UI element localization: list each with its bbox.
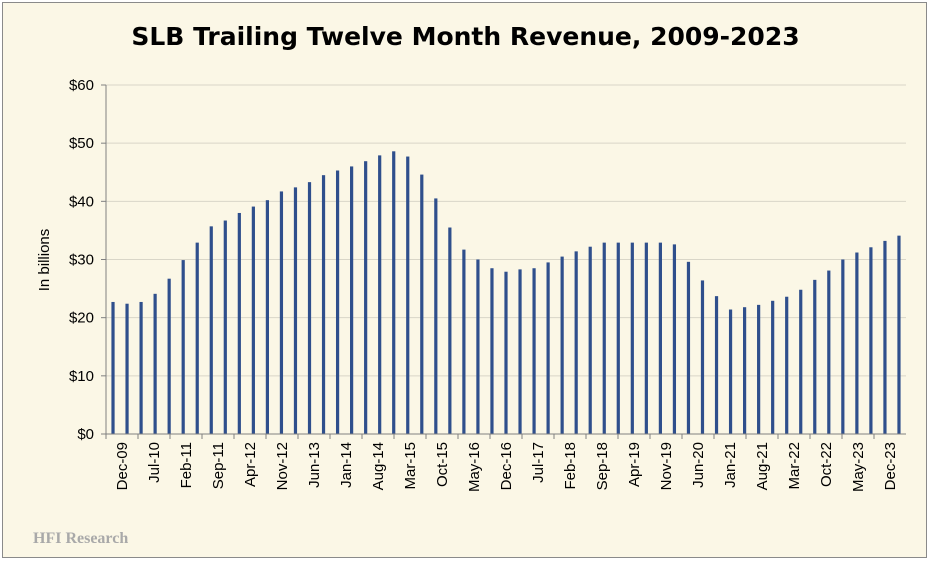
x-tick-label: May-16 [466,442,483,492]
bar [630,242,634,434]
bar [518,269,522,434]
bar [883,240,887,434]
bar [658,242,662,434]
x-tick-label: Sep-18 [594,442,611,490]
x-tick-label: Oct-22 [818,442,835,487]
bar [167,278,171,434]
bar [223,220,227,434]
x-tick-label: Nov-19 [658,442,675,490]
x-tick-label: Nov-12 [274,442,291,490]
bar [827,270,831,434]
bar [714,296,719,434]
bar [799,289,803,434]
bar [869,247,873,434]
bar [462,249,466,434]
bar [125,303,129,434]
bar [743,307,747,434]
bar [855,252,859,434]
bar [265,200,269,434]
bar [392,151,396,434]
x-tick-label: Dec-16 [498,442,515,490]
bar [490,268,494,434]
bar [195,242,199,434]
y-tick-label: $60 [69,77,94,94]
bar [672,244,677,434]
chart-title: SLB Trailing Twelve Month Revenue, 2009-… [131,22,800,51]
x-tick-label: Jun-20 [690,442,707,488]
x-tick-label: Feb-11 [178,442,195,488]
bar [153,293,157,434]
bar [686,261,691,434]
bar [574,251,578,434]
x-tick-label: Mar-22 [786,442,803,490]
bars [111,151,901,435]
y-tick-label: $50 [69,135,94,152]
x-tick-label: Jan-14 [338,442,355,488]
bar [307,182,312,434]
axes [101,84,906,439]
bar [700,280,705,434]
bar [293,187,298,434]
y-tick-label: $30 [69,252,94,269]
bar [434,198,438,434]
bar [532,268,536,434]
bar [476,259,480,434]
x-tick-label: Jun-13 [306,442,323,488]
bar [350,166,354,434]
bar [546,262,550,434]
x-tick-label: Aug-21 [754,442,771,490]
x-tick-label: Mar-15 [402,442,419,490]
bar [364,161,368,434]
bar [321,175,326,434]
x-tick-label: Oct-15 [434,442,451,487]
bar [644,242,648,434]
bar [588,246,592,434]
bar [448,227,452,434]
x-tick-labels: Dec-09 Jul-10 Feb-11 Sep-11 Apr-12 Nov-12 Jun-… [114,442,899,492]
bar [251,206,255,434]
bar [504,271,508,434]
bar [785,296,789,434]
bar [560,256,564,434]
y-tick-label: $10 [69,368,94,385]
x-tick-label: Apr-19 [626,442,643,487]
x-tick-label: Feb-18 [562,442,579,490]
bar [335,170,340,434]
bar [813,279,817,434]
bar [616,242,620,434]
x-tick-label: Jul-10 [146,442,163,483]
bar [139,301,143,434]
bar [406,156,410,435]
bar [757,304,761,434]
y-tick-labels: $0 $10 $20 $30 $40 $50 $60 [69,77,94,443]
y-axis-title: In billions [36,229,53,292]
x-tick-label: Aug-14 [370,442,387,490]
bar [279,191,284,434]
y-tick-label: $0 [77,426,94,443]
bar [181,260,185,434]
x-tick-label: Apr-12 [242,442,259,487]
bar [378,155,382,434]
y-tick-label: $40 [69,193,94,210]
x-tick-label: Jan-21 [722,442,739,488]
bar [209,226,213,434]
bar [728,309,733,434]
x-tick-label: Dec-09 [114,442,131,490]
x-tick-label: Dec-23 [882,442,899,490]
x-tick-label: Jul-17 [530,442,547,483]
watermark-text: HFI Research [33,530,129,547]
x-tick-label: May-23 [850,442,867,492]
bar [771,300,775,434]
x-tick-label: Sep-11 [210,442,227,489]
bar [602,242,606,434]
y-tick-label: $20 [69,310,94,327]
bar [841,259,845,434]
bar [237,212,241,434]
bar [897,235,901,434]
bar [111,301,115,434]
bar [420,174,424,434]
